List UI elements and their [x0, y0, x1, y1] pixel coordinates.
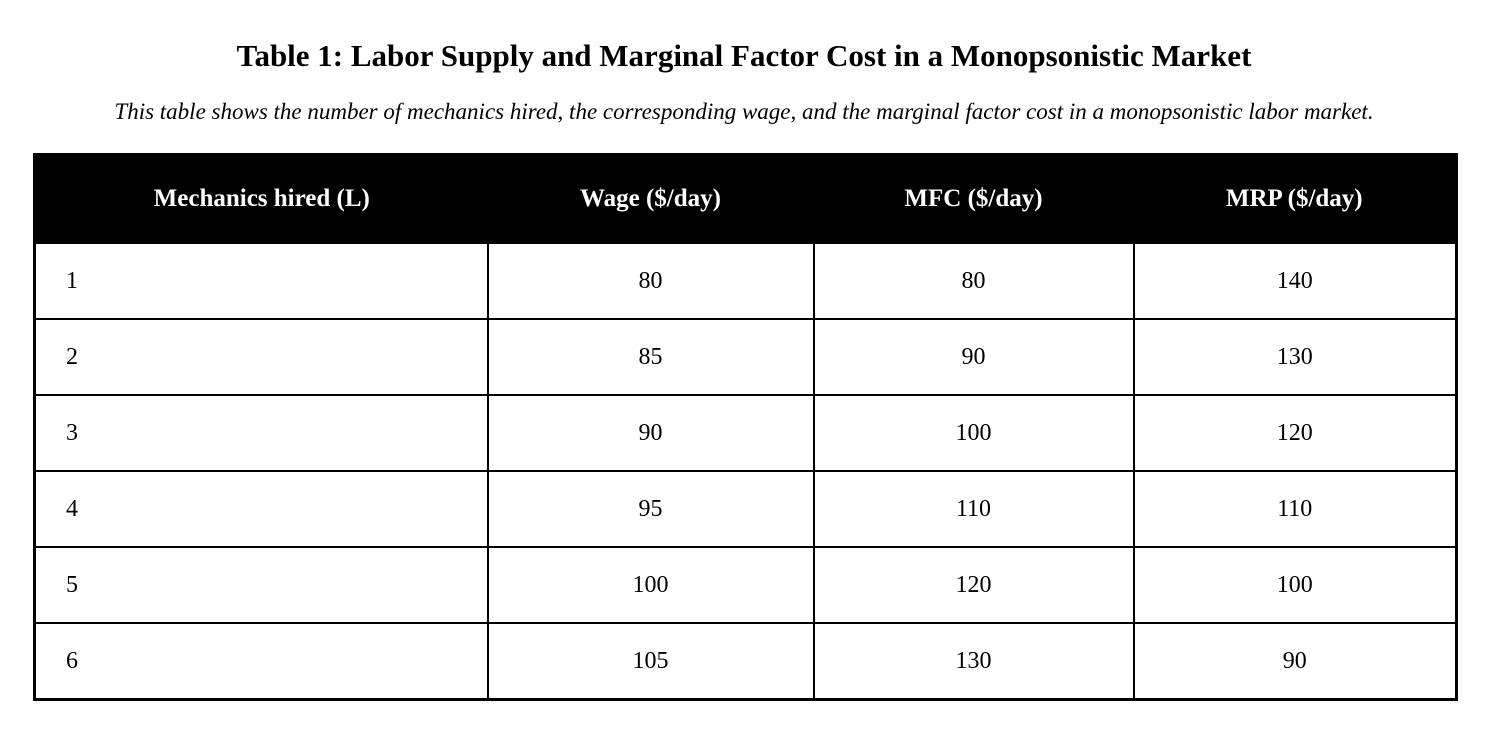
cell-wage: 85	[486, 318, 815, 396]
cell-wage: 100	[486, 546, 815, 624]
cell-mechanics-hired: 6	[33, 622, 489, 701]
table-header: Mechanics hired (L) Wage ($/day) MFC ($/…	[34, 154, 1457, 243]
cell-mfc: 100	[812, 394, 1135, 472]
cell-mfc: 130	[812, 622, 1135, 701]
cell-mfc: 120	[812, 546, 1135, 624]
cell-wage: 95	[486, 470, 815, 548]
cell-mfc: 80	[812, 242, 1135, 320]
cell-wage: 80	[486, 242, 815, 320]
table-row: 1 80 80 140	[33, 242, 1458, 320]
table-row: 6 105 130 90	[33, 622, 1458, 701]
cell-wage: 90	[486, 394, 815, 472]
cell-mechanics-hired: 4	[33, 470, 489, 548]
cell-mrp: 130	[1132, 318, 1458, 396]
cell-mfc: 90	[812, 318, 1135, 396]
cell-mrp: 110	[1132, 470, 1458, 548]
table-row: 2 85 90 130	[33, 318, 1458, 396]
cell-mfc: 110	[812, 470, 1135, 548]
cell-mechanics-hired: 2	[33, 318, 489, 396]
header-wage: Wage ($/day)	[487, 154, 814, 243]
cell-mrp: 140	[1132, 242, 1458, 320]
header-row: Mechanics hired (L) Wage ($/day) MFC ($/…	[34, 154, 1457, 243]
header-mrp: MRP ($/day)	[1133, 154, 1457, 243]
table-subtitle: This table shows the number of mechanics…	[114, 99, 1374, 124]
table-row: 5 100 120 100	[33, 546, 1458, 624]
table-row: 4 95 110 110	[33, 470, 1458, 548]
cell-mrp: 90	[1132, 622, 1458, 701]
cell-mechanics-hired: 1	[33, 242, 489, 320]
data-table: Mechanics hired (L) Wage ($/day) MFC ($/…	[33, 153, 1458, 701]
table-row: 3 90 100 120	[33, 394, 1458, 472]
header-mechanics-hired: Mechanics hired (L)	[34, 154, 488, 243]
cell-mechanics-hired: 3	[33, 394, 489, 472]
cell-wage: 105	[486, 622, 815, 701]
cell-mrp: 120	[1132, 394, 1458, 472]
header-mfc: MFC ($/day)	[813, 154, 1134, 243]
table-body: 1 80 80 140 2 85 90 130 3 90 100 120 4 9…	[33, 242, 1458, 701]
cell-mechanics-hired: 5	[33, 546, 489, 624]
cell-mrp: 100	[1132, 546, 1458, 624]
table-title: Table 1: Labor Supply and Marginal Facto…	[236, 38, 1252, 73]
